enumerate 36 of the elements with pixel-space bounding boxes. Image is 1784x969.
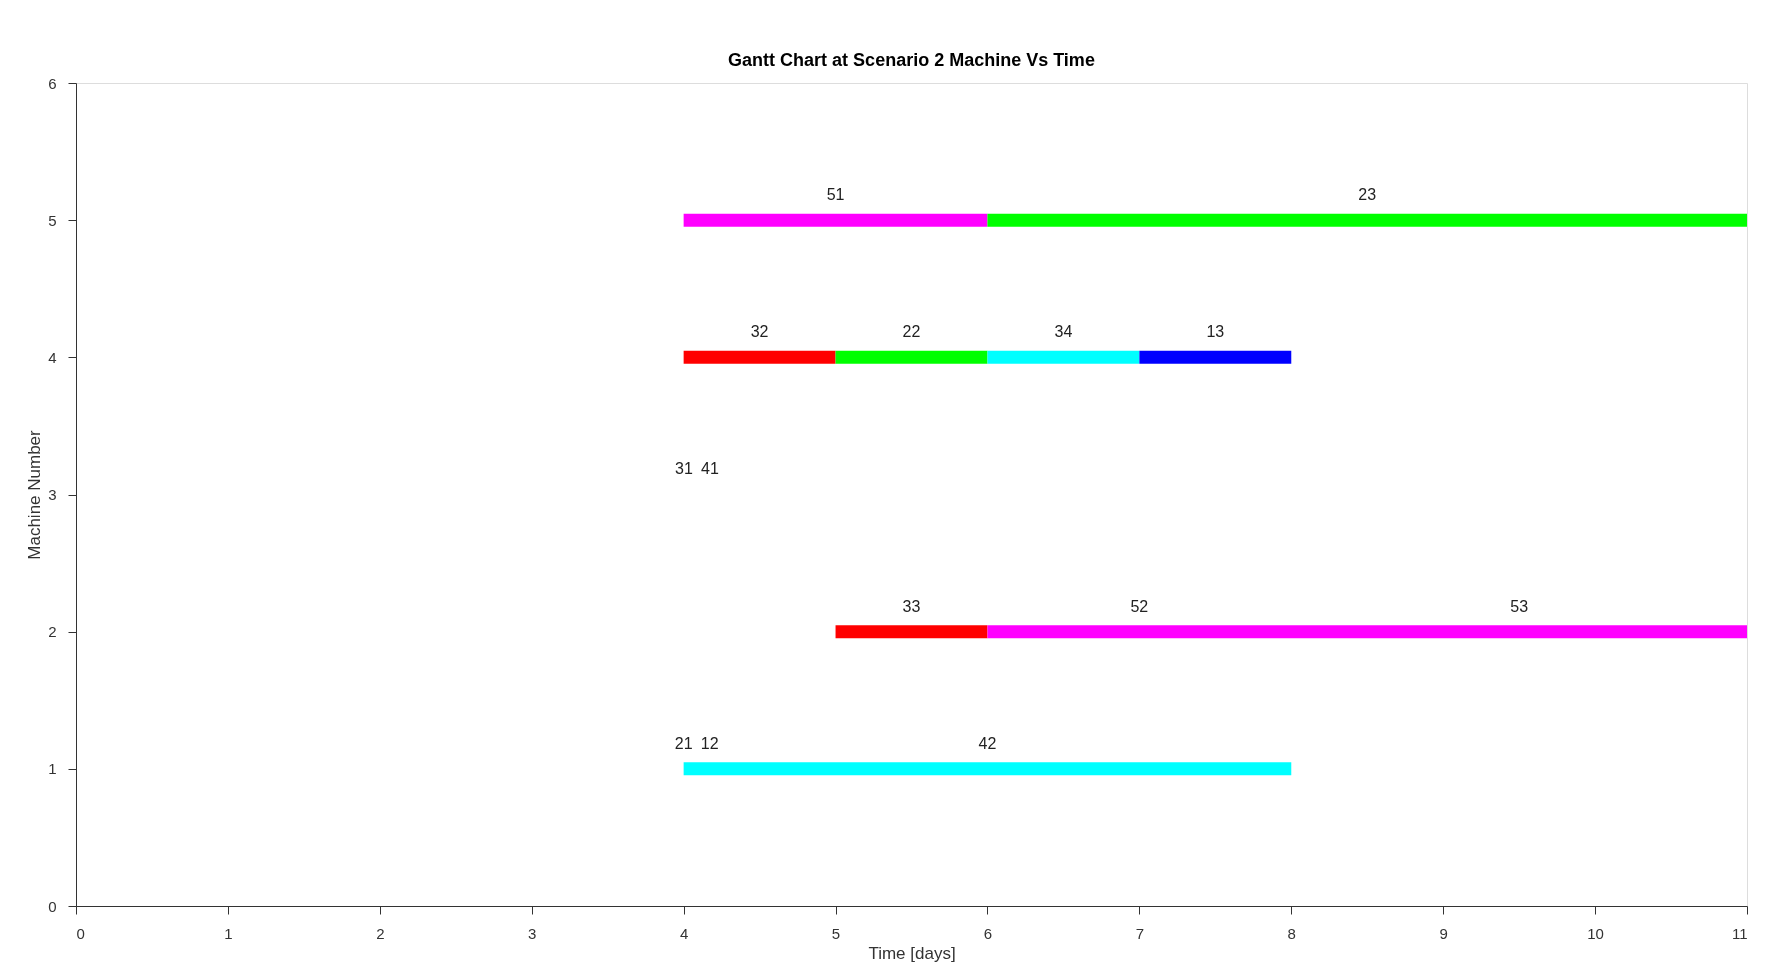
y-tick-label: 4 <box>48 348 57 366</box>
x-tick-label: 2 <box>376 924 385 942</box>
annotation: 22 <box>902 323 921 341</box>
annotation: 12 <box>700 734 719 752</box>
chart-title: Gantt Chart at Scenario 2 Machine Vs Time <box>728 50 1095 70</box>
y-tick-label: 2 <box>48 623 57 641</box>
annotation: 52 <box>1130 597 1149 615</box>
annotation: 31 <box>675 460 693 477</box>
x-tick-label: 0 <box>76 924 85 942</box>
x-tick-label: 1 <box>224 924 233 942</box>
annotation: 13 <box>1206 323 1225 341</box>
x-tick-label: 11 <box>1731 924 1748 942</box>
x-tick-label: 5 <box>831 924 841 942</box>
y-tick-label: 1 <box>48 760 57 778</box>
x-tick-label: 3 <box>528 924 537 942</box>
annotation: 41 <box>701 460 719 477</box>
y-axis-title: Machine Number <box>25 429 45 560</box>
y-tick-label: 3 <box>48 486 57 503</box>
annotation: 23 <box>1358 186 1377 204</box>
x-tick-label: 6 <box>983 924 993 942</box>
annotation: 32 <box>750 323 769 341</box>
annotation: 34 <box>1054 323 1073 341</box>
x-tick-label: 7 <box>1135 924 1145 942</box>
annotation: 33 <box>902 597 921 615</box>
y-tick-label: 6 <box>48 74 57 92</box>
x-axis-title: Time [days] <box>868 943 956 963</box>
annotation: 53 <box>1510 597 1529 615</box>
y-tick-label: 0 <box>48 897 57 915</box>
x-tick-label: 10 <box>1587 924 1604 942</box>
x-tick-label: 9 <box>1439 924 1448 942</box>
x-tick-label: 4 <box>679 924 689 942</box>
y-tick-label: 5 <box>48 211 57 229</box>
annotation: 21 <box>674 734 693 752</box>
annotation: 42 <box>978 734 997 752</box>
x-tick-label: 8 <box>1287 924 1296 942</box>
annotation: 51 <box>826 186 845 204</box>
